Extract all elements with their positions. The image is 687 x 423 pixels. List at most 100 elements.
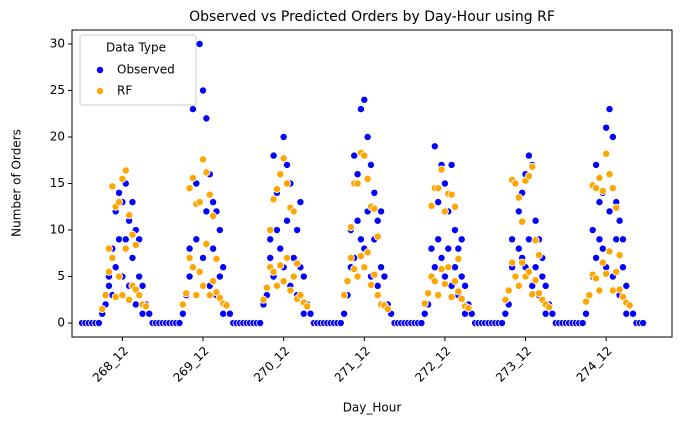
data-point [373, 291, 382, 300]
data-point [128, 253, 137, 262]
data-point [612, 267, 621, 276]
data-point [605, 105, 614, 114]
data-point [225, 309, 234, 318]
data-point [457, 294, 466, 303]
data-point [299, 309, 308, 318]
data-point [256, 319, 265, 328]
data-point [108, 253, 117, 262]
y-tick-label: 10 [50, 223, 65, 237]
data-point [602, 269, 611, 278]
data-point [209, 212, 218, 221]
data-point [508, 235, 517, 244]
data-point [205, 291, 214, 300]
data-point [457, 272, 466, 281]
data-point [192, 291, 201, 300]
y-tick-label: 20 [50, 129, 65, 143]
data-point [195, 267, 204, 276]
data-point [622, 281, 631, 290]
data-point [444, 263, 453, 272]
data-point [205, 190, 214, 199]
chart-title: Observed vs Predicted Orders by Day-Hour… [189, 9, 555, 25]
data-point [370, 188, 379, 197]
data-point [141, 302, 150, 311]
data-point [450, 226, 459, 235]
data-point [366, 280, 375, 289]
series-group [98, 148, 634, 314]
data-point [135, 272, 144, 281]
plot-frame [71, 29, 673, 338]
data-point [370, 270, 379, 279]
data-point [145, 309, 154, 318]
data-point [450, 277, 459, 286]
x-tick-label: 272_12 [412, 344, 453, 385]
data-point [353, 170, 362, 179]
data-point [178, 300, 187, 309]
data-point [202, 168, 211, 177]
data-point [598, 258, 607, 267]
data-point [447, 292, 456, 301]
data-point [118, 291, 127, 300]
data-point [202, 207, 211, 216]
data-point [269, 195, 278, 204]
data-point [444, 244, 453, 253]
data-point [353, 216, 362, 225]
data-point [430, 142, 439, 151]
data-point [615, 251, 624, 260]
data-point [440, 279, 449, 288]
data-point [343, 277, 352, 286]
data-point [424, 289, 433, 298]
data-point [605, 170, 614, 179]
data-point [272, 281, 281, 290]
data-point [514, 281, 523, 290]
data-point [272, 226, 281, 235]
data-point [450, 263, 459, 272]
data-point [581, 309, 590, 318]
data-point [262, 283, 271, 292]
data-point [370, 204, 379, 213]
data-point [138, 309, 147, 318]
data-point [595, 198, 604, 207]
data-point [592, 274, 601, 283]
data-point [531, 263, 540, 272]
data-point [138, 281, 147, 290]
data-point [115, 235, 124, 244]
data-point [524, 267, 533, 276]
data-point [175, 319, 184, 328]
data-point [363, 174, 372, 183]
y-tick-label: 15 [50, 176, 65, 190]
data-point [514, 244, 523, 253]
data-point [353, 272, 362, 281]
data-point [202, 114, 211, 123]
x-tick-label: 268_12 [90, 344, 131, 385]
data-point [131, 240, 140, 249]
data-point [437, 165, 446, 174]
data-point [199, 281, 208, 290]
data-point [373, 281, 382, 290]
x-tick-label: 273_12 [493, 344, 534, 385]
data-point [188, 263, 197, 272]
data-point [578, 319, 587, 328]
data-point [360, 151, 369, 160]
data-point [104, 244, 113, 253]
data-point [592, 184, 601, 193]
data-point [185, 184, 194, 193]
data-point [434, 235, 443, 244]
data-point [534, 289, 543, 298]
data-point [461, 281, 470, 290]
data-point [209, 244, 218, 253]
data-point [135, 291, 144, 300]
data-point [121, 244, 130, 253]
data-point [128, 198, 137, 207]
data-point [541, 281, 550, 290]
data-point [440, 179, 449, 188]
data-point [588, 226, 597, 235]
data-point [195, 39, 204, 48]
data-point [524, 172, 533, 181]
data-point [182, 289, 191, 298]
data-point [531, 276, 540, 285]
data-point [531, 236, 540, 245]
data-point [293, 226, 302, 235]
data-point [283, 253, 292, 262]
data-point [434, 198, 443, 207]
data-point [296, 291, 305, 300]
